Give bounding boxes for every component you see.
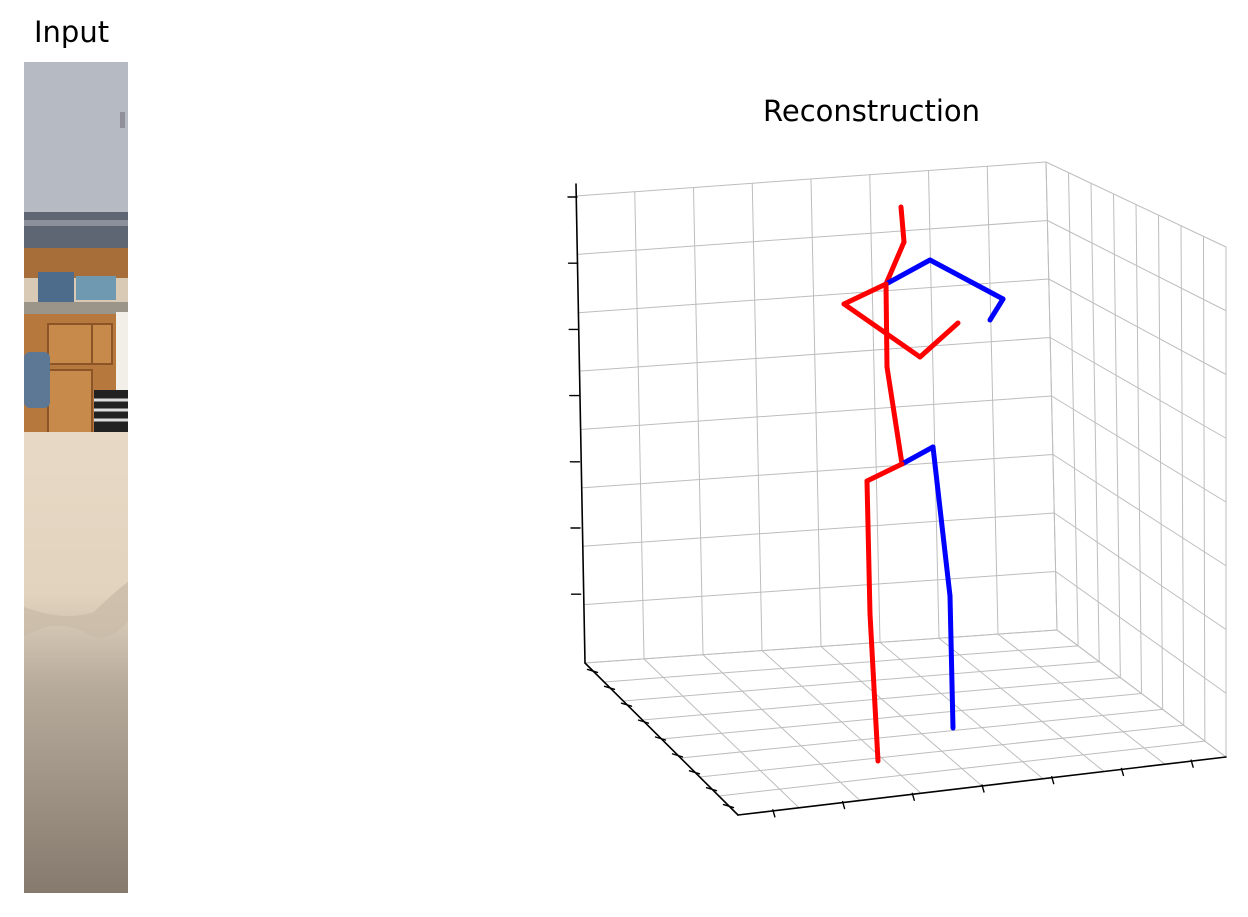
carpet — [24, 432, 128, 893]
bone-spine-pelvis — [884, 364, 905, 467]
bone-thorax-l_shoulder — [841, 281, 889, 307]
bone-neck-thorax — [883, 239, 907, 287]
reconstruction-title: Reconstruction — [763, 94, 981, 128]
bone-l_shoulder-l_elbow — [841, 301, 923, 360]
grid-line — [1180, 225, 1185, 726]
tick — [981, 784, 985, 793]
bone-l_knee-l_ankle — [867, 611, 881, 764]
grid-line — [1051, 395, 1227, 503]
tick — [722, 803, 735, 809]
tick — [705, 786, 718, 792]
grid-line — [699, 724, 1185, 778]
grid — [575, 161, 1227, 816]
tick — [688, 770, 701, 775]
bone-pelvis-r_hip — [899, 444, 936, 467]
tick — [1190, 759, 1194, 768]
grid-line — [582, 512, 1055, 547]
vertical-axis — [575, 183, 586, 664]
tick — [772, 809, 776, 818]
striped-bag — [94, 390, 128, 434]
tick — [586, 668, 599, 674]
bone-r_shoulder-r_elbow — [927, 257, 1006, 302]
grid-line — [879, 641, 1044, 780]
wall — [24, 62, 128, 222]
bone-l_hip-l_knee — [864, 478, 873, 617]
grid-line — [869, 174, 881, 643]
bone-pelvis-l_hip — [864, 461, 905, 484]
bone-thorax-spine — [883, 281, 890, 370]
tick — [637, 719, 650, 724]
tick — [671, 753, 684, 758]
tick — [603, 685, 616, 691]
grid-line — [820, 646, 983, 787]
grid-line — [1158, 214, 1164, 710]
input-image — [24, 62, 128, 893]
input-title: Input — [34, 15, 110, 49]
bone-head_top-neck — [898, 204, 907, 245]
bone-r_elbow-r_wrist — [987, 296, 1006, 323]
grid-line — [580, 395, 1052, 430]
bone-l_elbow-l_wrist — [917, 320, 961, 360]
tick — [620, 702, 633, 707]
grid-line — [581, 454, 1054, 489]
grid-line — [938, 637, 1105, 772]
bone-r_hip-r_knee — [930, 444, 953, 599]
tick — [1120, 767, 1125, 777]
axis-ticks — [567, 196, 1194, 818]
input-photo — [24, 62, 128, 893]
tick — [654, 736, 667, 741]
grid-line — [583, 571, 1057, 606]
bone-r_knee-r_ankle — [947, 593, 956, 731]
bag — [24, 352, 50, 408]
grid-line — [997, 633, 1166, 765]
grid-line — [928, 170, 940, 639]
skeleton — [841, 204, 1006, 764]
bone-thorax-r_shoulder — [883, 257, 933, 287]
grid-line — [1052, 454, 1227, 567]
grid-line — [718, 740, 1206, 797]
tick — [841, 800, 846, 810]
grid-line — [1055, 571, 1227, 694]
tick — [1051, 776, 1055, 785]
grid-line — [1053, 512, 1227, 630]
grid-line — [1056, 629, 1227, 758]
tick — [911, 792, 915, 801]
grid-line — [680, 708, 1164, 759]
wall-border — [24, 212, 128, 248]
grid-line — [986, 165, 999, 635]
grid-line — [1203, 235, 1206, 742]
